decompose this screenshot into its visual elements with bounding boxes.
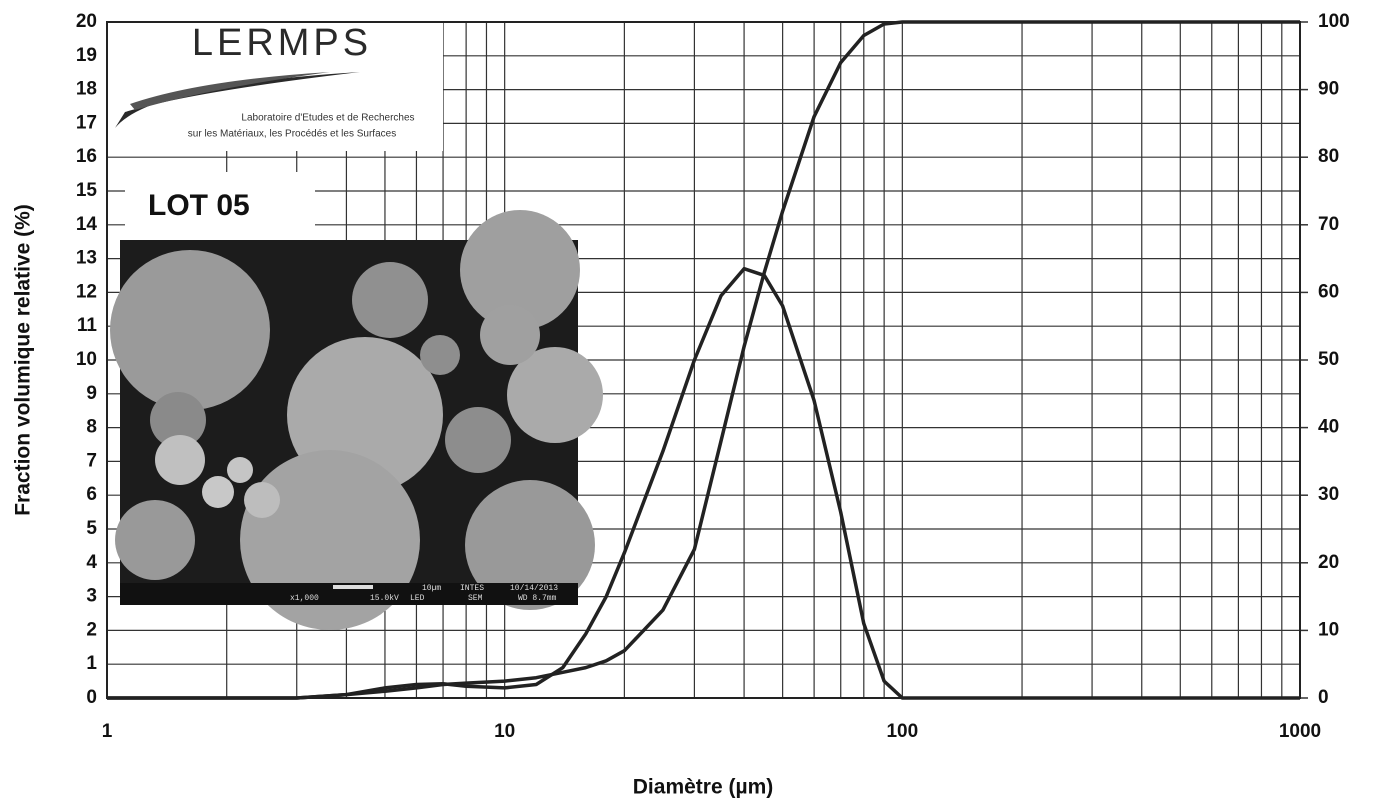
x-tick-label: 100 [886,721,918,742]
y-tick-label: 10 [76,349,97,370]
y-tick-label: 12 [76,281,97,302]
sem-caption: 10µm [422,584,441,593]
y-tick-label: 20 [76,11,97,32]
y2-tick-label: 80 [1318,146,1339,167]
y-tick-label: 7 [86,450,97,471]
x-tick-label: 1000 [1279,721,1321,742]
y-tick-label: 17 [76,112,97,133]
y2-tick-label: 100 [1318,11,1350,32]
y-tick-label: 15 [76,180,98,201]
logo-line: sur les Matériaux, les Procédés et les S… [188,129,396,140]
y-tick-label: 8 [86,417,97,438]
logo-title: LERMPS [192,22,372,64]
y2-tick-label: 10 [1318,619,1339,640]
y2-tick-label: 60 [1318,281,1339,302]
sem-caption: SEM [468,594,483,603]
sem-caption: 15.0kV [370,594,399,603]
y-tick-label: 1 [86,653,97,674]
y2-tick-label: 50 [1318,349,1339,370]
y-tick-label: 16 [76,146,97,167]
sem-caption: 10/14/2013 [510,584,558,593]
chart: LERMPS Laboratoire d'Etudes et de Recher… [0,0,1388,805]
sem-caption: INTES [460,584,484,593]
y-tick-label: 18 [76,79,97,100]
x-tick-label: 1 [102,721,113,742]
sem-caption: LED [410,594,425,603]
y2-tick-label: 40 [1318,417,1339,438]
y-tick-label: 0 [86,687,97,708]
y-tick-label: 9 [86,383,97,404]
y-tick-label: 6 [86,484,97,505]
y-tick-label: 4 [86,552,97,573]
y-tick-label: 14 [76,214,98,235]
y-axis-label: Fraction volumique relative (%) [12,204,35,516]
y-tick-label: 19 [76,45,97,66]
lot-label: LOT 05 [148,189,250,222]
y-tick-label: 13 [76,248,97,269]
y-tick-label: 2 [86,619,97,640]
y2-tick-label: 70 [1318,214,1339,235]
y-tick-label: 3 [86,586,97,607]
y2-tick-label: 30 [1318,484,1339,505]
logo-line: Laboratoire d'Etudes et de Recherches [241,113,414,124]
sem-caption: x1,000 [290,594,319,603]
sem-image: 10µm INTES 10/14/2013 x1,000 15.0kV LED … [110,210,603,630]
y2-tick-label: 90 [1318,79,1339,100]
y2-tick-label: 0 [1318,687,1329,708]
y-tick-label: 5 [86,518,97,539]
x-tick-label: 10 [494,721,515,742]
x-axis-label: Diamètre (µm) [633,776,773,799]
sem-caption: WD 8.7mm [518,594,557,603]
y-tick-label: 11 [77,315,98,336]
y2-tick-label: 20 [1318,552,1339,573]
